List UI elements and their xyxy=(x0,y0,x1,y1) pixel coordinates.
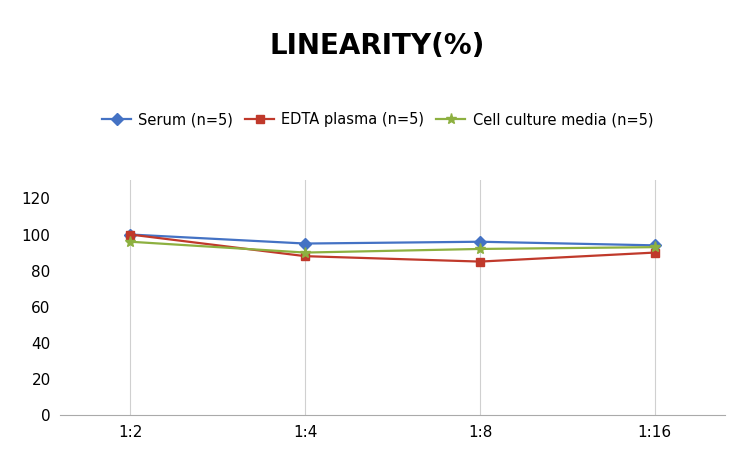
EDTA plasma (n=5) xyxy=(300,253,310,259)
Cell culture media (n=5) xyxy=(300,250,310,255)
EDTA plasma (n=5) xyxy=(476,259,485,264)
Serum (n=5) xyxy=(126,232,135,237)
Legend: Serum (n=5), EDTA plasma (n=5), Cell culture media (n=5): Serum (n=5), EDTA plasma (n=5), Cell cul… xyxy=(96,106,659,133)
Serum (n=5) xyxy=(650,243,659,248)
Cell culture media (n=5) xyxy=(126,239,135,244)
Line: EDTA plasma (n=5): EDTA plasma (n=5) xyxy=(126,230,659,266)
Text: LINEARITY(%): LINEARITY(%) xyxy=(270,32,485,60)
Line: Cell culture media (n=5): Cell culture media (n=5) xyxy=(125,236,661,258)
Serum (n=5) xyxy=(300,241,310,246)
Line: Serum (n=5): Serum (n=5) xyxy=(126,230,659,249)
EDTA plasma (n=5) xyxy=(650,250,659,255)
EDTA plasma (n=5) xyxy=(126,232,135,237)
Cell culture media (n=5) xyxy=(476,246,485,252)
Serum (n=5) xyxy=(476,239,485,244)
Cell culture media (n=5) xyxy=(650,244,659,250)
